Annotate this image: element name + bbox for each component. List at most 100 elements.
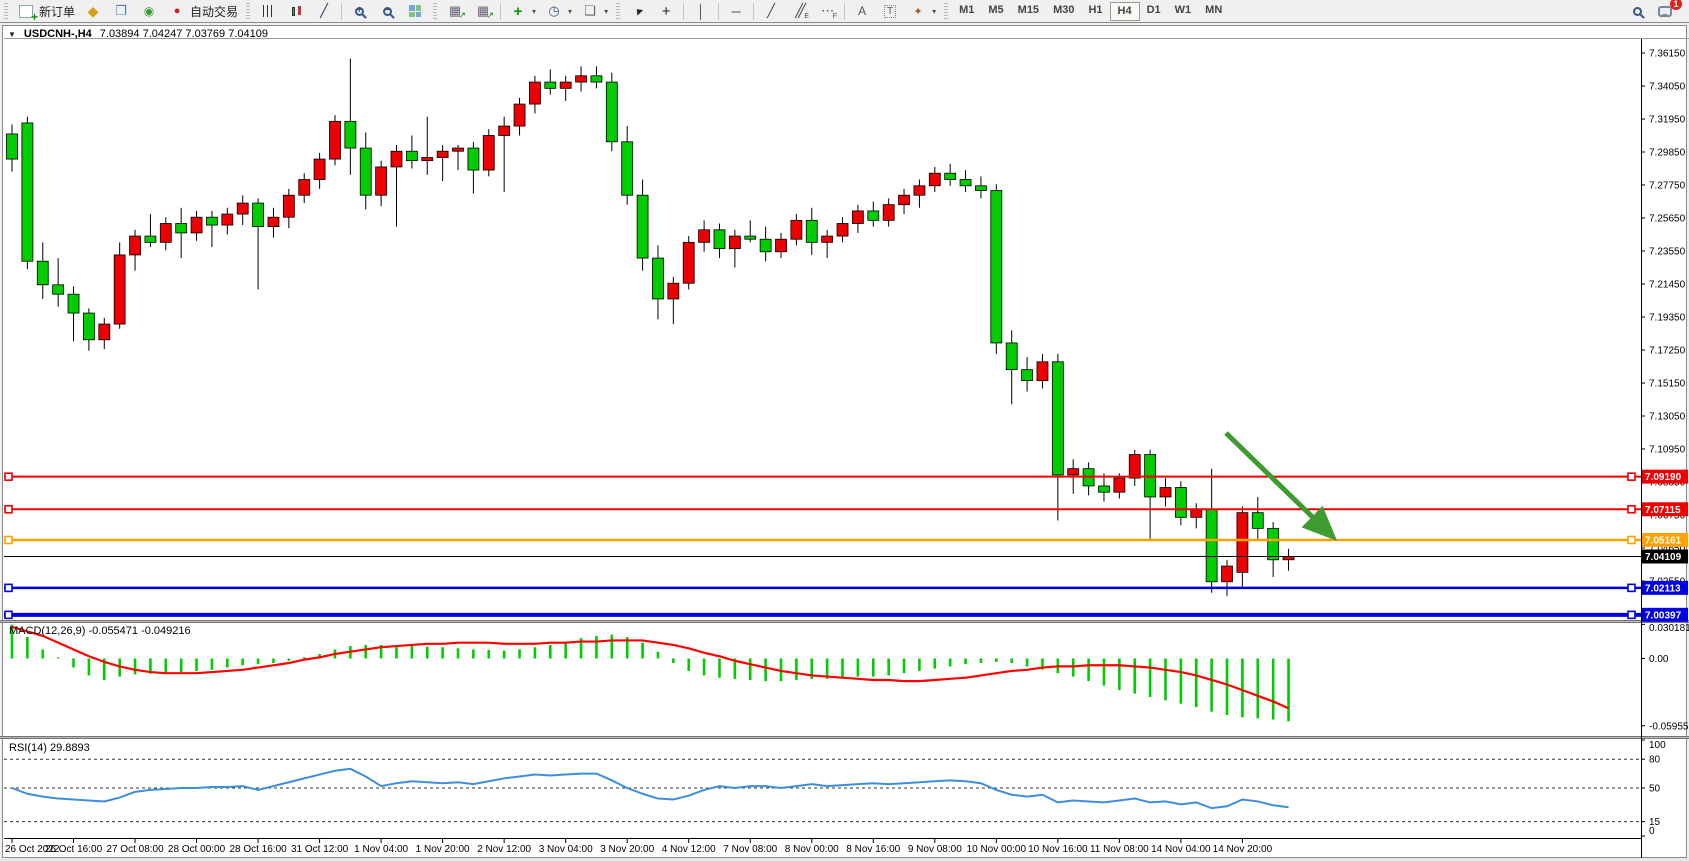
svg-text:15: 15 [1649, 817, 1661, 828]
toolbar-grip[interactable] [616, 3, 621, 19]
tile-windows-icon [409, 5, 422, 17]
svg-text:14 Nov 04:00: 14 Nov 04:00 [1151, 844, 1211, 855]
ohlc-quote: 7.03894 7.04247 7.03769 7.04109 [99, 28, 268, 40]
tab-mn[interactable]: MN [1205, 3, 1223, 16]
tab-m5[interactable]: M5 [988, 3, 1004, 16]
tab-h4[interactable]: H4 [1109, 1, 1140, 21]
svg-text:28 Oct 16:00: 28 Oct 16:00 [229, 844, 287, 855]
indicators-icon [445, 2, 466, 21]
svg-text:8 Nov 00:00: 8 Nov 00:00 [785, 844, 839, 855]
signal-button[interactable] [135, 1, 163, 21]
chevron-down-icon[interactable]: ▼ [8, 29, 16, 39]
mql-button[interactable] [79, 1, 107, 21]
svg-text:7.34050: 7.34050 [1649, 82, 1686, 93]
crosshair-button[interactable] [652, 1, 680, 21]
chevron-down-icon: ▾ [532, 6, 537, 16]
svg-text:1 Nov 04:00: 1 Nov 04:00 [354, 844, 408, 855]
toolbar-grip[interactable] [4, 3, 8, 19]
svg-text:7.21450: 7.21450 [1649, 280, 1686, 291]
new-order-label: 新订单 [39, 4, 76, 19]
svg-text:10 Nov 16:00: 10 Nov 16:00 [1028, 844, 1088, 855]
toolbar-grip[interactable] [246, 3, 251, 19]
periods-button[interactable]: ▾ [540, 1, 576, 21]
svg-text:7.05161: 7.05161 [1645, 535, 1682, 546]
svg-text:7.09190: 7.09190 [1645, 472, 1682, 483]
svg-text:7.27750: 7.27750 [1649, 181, 1686, 192]
cursor-button[interactable] [624, 1, 652, 21]
fibonacci-button[interactable] [813, 1, 841, 21]
svg-text:26 Oct 2022: 26 Oct 2022 [5, 844, 60, 855]
chart-window-button[interactable] [107, 1, 135, 21]
vertical-line-button[interactable] [687, 1, 715, 21]
trendline-icon [761, 2, 781, 20]
search-button[interactable] [1623, 1, 1651, 21]
tab-d1[interactable]: D1 [1146, 3, 1161, 16]
svg-text:3 Nov 04:00: 3 Nov 04:00 [539, 844, 593, 855]
svg-text:7.23550: 7.23550 [1649, 247, 1686, 258]
line-chart-button[interactable] [310, 1, 338, 21]
tab-w1[interactable]: W1 [1174, 3, 1192, 16]
indicators-button[interactable] [441, 1, 469, 21]
chart-window-icon [111, 2, 131, 20]
svg-text:7.17250: 7.17250 [1649, 346, 1686, 357]
zoom-out-button[interactable]: − [373, 1, 401, 21]
toolbar-separator [844, 2, 846, 20]
svg-text:3 Nov 20:00: 3 Nov 20:00 [600, 844, 654, 855]
new-order-button[interactable]: 新订单 [12, 1, 79, 21]
svg-text:7.04650: 7.04650 [1649, 544, 1686, 555]
vertical-line-icon [691, 2, 711, 20]
indicator-subwindow-button[interactable] [469, 1, 497, 21]
horizontal-line-icon [726, 2, 746, 20]
svg-text:7.10950: 7.10950 [1649, 445, 1686, 456]
signal-icon [139, 2, 159, 20]
trendline-button[interactable] [757, 1, 785, 21]
tab-m15[interactable]: M15 [1017, 3, 1040, 16]
text-icon [852, 2, 872, 20]
svg-text:31 Oct 12:00: 31 Oct 12:00 [291, 844, 349, 855]
zoom-in-button[interactable]: + [345, 1, 373, 21]
rsi-name: RSI(14) [9, 742, 47, 754]
text-button[interactable] [848, 1, 876, 21]
zoom-out-icon: − [382, 4, 392, 16]
svg-text:7.19350: 7.19350 [1649, 313, 1686, 324]
toolbar-grip[interactable] [433, 3, 438, 19]
svg-text:1 Nov 20:00: 1 Nov 20:00 [416, 844, 470, 855]
svg-text:11 Nov 08:00: 11 Nov 08:00 [1090, 844, 1149, 855]
main-toolbar: 新订单 自动交易 + − ▾ ▾ ▾ ▾ M1 M5 M15 M30 H1 H4… [0, 0, 1689, 23]
template-icon [580, 2, 600, 20]
svg-text:28 Oct 00:00: 28 Oct 00:00 [168, 844, 226, 855]
bar-chart-button[interactable] [254, 1, 282, 21]
auto-trading-button[interactable]: 自动交易 [163, 1, 242, 21]
tab-h1[interactable]: H1 [1088, 3, 1103, 16]
candlestick-chart-button[interactable] [282, 1, 310, 21]
auto-trading-icon [167, 2, 187, 20]
toolbar-grip[interactable] [944, 3, 949, 19]
svg-text:14 Nov 20:00: 14 Nov 20:00 [1213, 844, 1273, 855]
chart-window [2, 25, 1687, 858]
status-strip [0, 858, 1689, 861]
toolbar-separator [500, 2, 502, 20]
toolbar-separator [718, 2, 720, 20]
tab-m30[interactable]: M30 [1053, 3, 1075, 16]
svg-text:7.36150: 7.36150 [1649, 49, 1686, 60]
svg-text:7.25650: 7.25650 [1649, 214, 1686, 225]
new-order-icon [19, 4, 33, 18]
svg-text:7.00397: 7.00397 [1645, 610, 1682, 621]
horizontal-line-button[interactable] [722, 1, 750, 21]
svg-text:7.07115: 7.07115 [1645, 505, 1681, 516]
equidistant-channel-button[interactable] [785, 1, 813, 21]
tab-m1[interactable]: M1 [959, 3, 975, 16]
crosshair-icon [656, 2, 676, 20]
text-label-button[interactable] [876, 1, 904, 21]
chat-button[interactable]: 1 [1651, 0, 1682, 21]
add-object-button[interactable]: ▾ [504, 1, 540, 21]
svg-text:26 Oct 16:00: 26 Oct 16:00 [45, 844, 103, 855]
svg-text:7.02113: 7.02113 [1645, 583, 1681, 594]
arrows-button[interactable]: ▾ [904, 1, 940, 21]
templates-button[interactable]: ▾ [576, 1, 612, 21]
macd-name: MACD(12,26,9) [9, 625, 86, 637]
chevron-down-icon: ▾ [604, 6, 609, 16]
tile-windows-button[interactable] [401, 1, 429, 21]
